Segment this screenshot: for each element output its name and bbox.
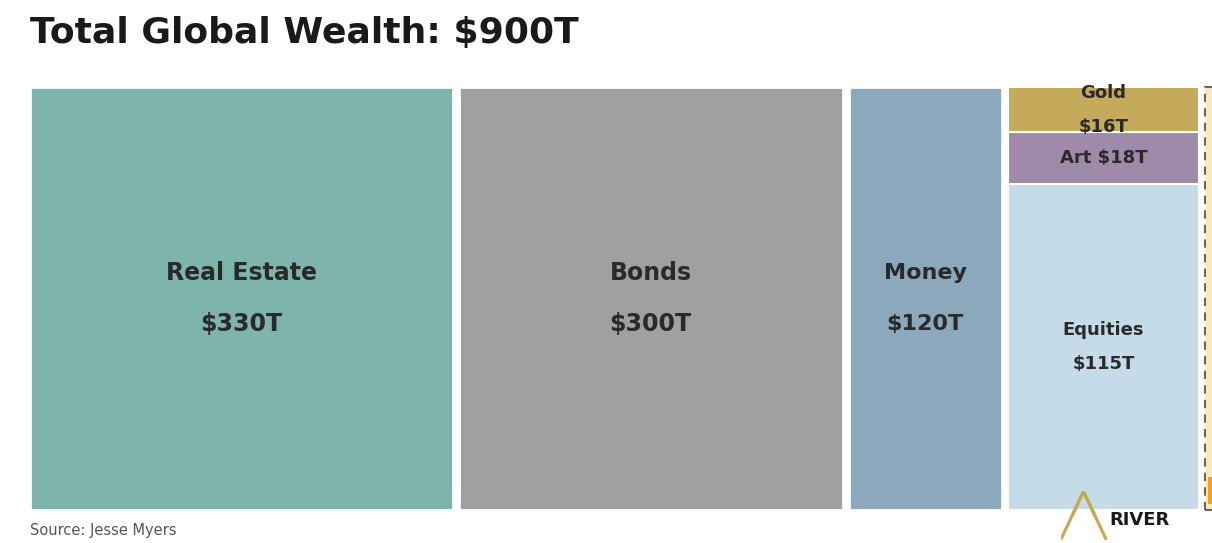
Text: Source: Jesse Myers: Source: Jesse Myers [30,522,177,538]
Text: Total Global Wealth: $900T: Total Global Wealth: $900T [30,16,579,50]
Bar [1207,477,1212,504]
Text: $300T: $300T [610,312,692,336]
Text: $330T: $330T [200,312,282,336]
Bar [1008,184,1199,510]
Bar [30,87,453,510]
Text: $16T: $16T [1079,118,1128,136]
Text: Gold: Gold [1080,84,1126,102]
Text: Money: Money [884,263,967,283]
Text: Bonds: Bonds [610,261,692,285]
Bar [1205,87,1212,510]
Text: Equities: Equities [1063,321,1144,339]
Text: RIVER: RIVER [1109,512,1170,529]
Text: $120T: $120T [887,314,964,334]
Text: Real Estate: Real Estate [166,261,318,285]
Bar [458,87,842,510]
Text: Art $18T: Art $18T [1059,149,1148,167]
Bar [1205,87,1212,510]
Bar [1008,132,1199,184]
Bar [848,87,1002,510]
Bar [1008,87,1199,132]
Text: $115T: $115T [1073,355,1134,373]
